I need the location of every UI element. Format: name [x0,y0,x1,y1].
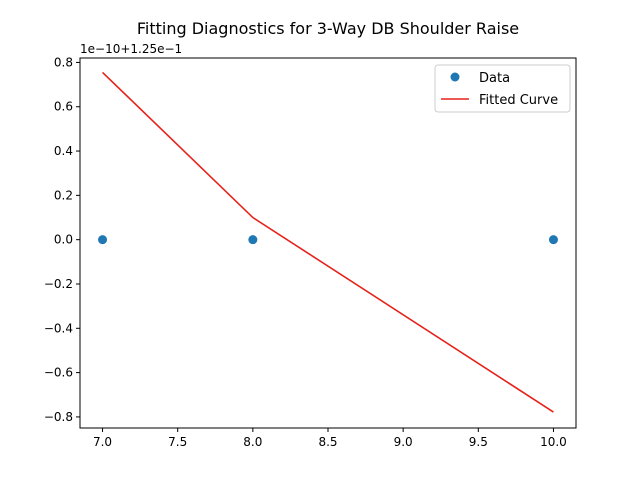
x-axis: 7.0 7.5 8.0 8.5 9.0 9.5 10.0 [93,428,567,449]
x-tick-label: 8.0 [243,435,262,449]
data-point [248,235,258,245]
x-tick-label: 10.0 [540,435,567,449]
x-tick-label: 9.5 [469,435,488,449]
fitted-curve-line [101,71,554,413]
y-tick-label: −0.6 [44,366,73,380]
legend: Data Fitted Curve [434,64,571,113]
y-tick-label: −0.4 [44,321,73,335]
data-point [98,235,108,245]
y-tick-label: 0.8 [54,55,73,69]
chart-title: Fitting Diagnostics for 3-Way DB Shoulde… [137,19,519,38]
legend-box [434,64,571,113]
y-tick-label: −0.2 [44,277,73,291]
y-tick-label: −0.8 [44,410,73,424]
legend-entry-label: Data [479,71,510,86]
y-tick-label: 0.6 [54,100,73,114]
x-tick-label: 8.5 [318,435,337,449]
legend-entry-label: Fitted Curve [479,93,558,108]
legend-marker-swatch [450,72,460,82]
y-tick-label: 0.2 [54,188,73,202]
y-tick-label: 0.0 [54,233,73,247]
y-offset-label: 1e−10+1.25e−1 [80,42,182,56]
y-axis: −0.8 −0.6 −0.4 −0.2 0.0 0.2 0.4 0.6 0.8 [44,55,80,424]
data-point [548,235,558,245]
x-tick-label: 7.5 [168,435,187,449]
y-tick-label: 0.4 [54,144,73,158]
x-tick-label: 7.0 [93,435,112,449]
series-layer [98,71,558,413]
x-tick-label: 9.0 [394,435,413,449]
